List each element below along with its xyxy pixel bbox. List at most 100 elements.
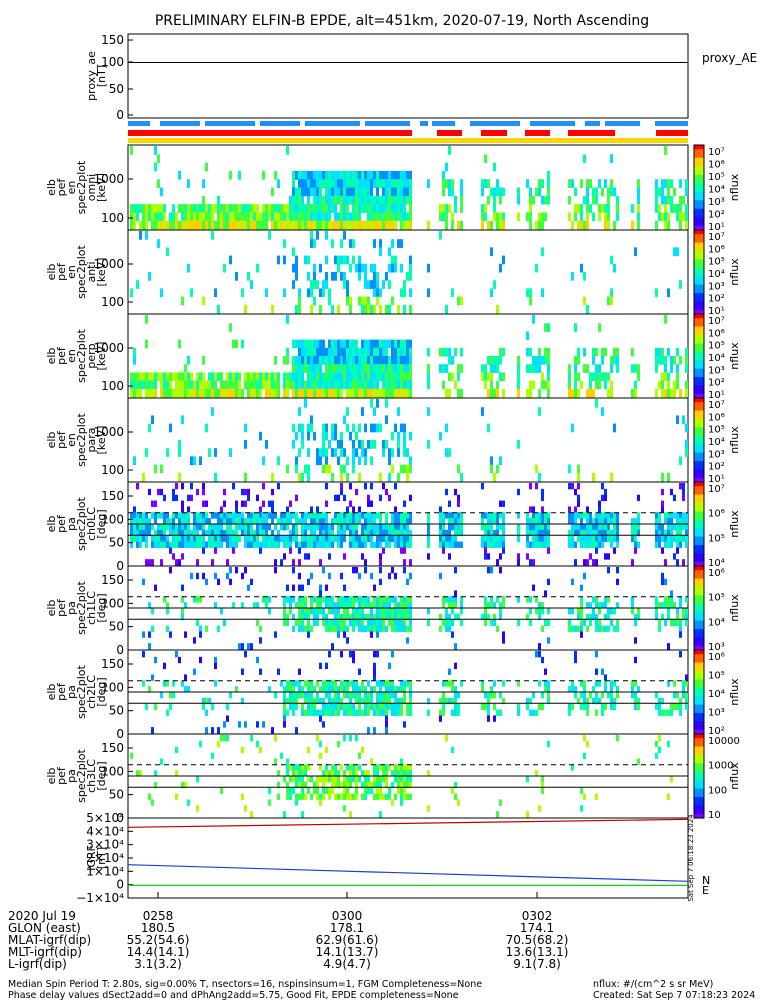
panel-ch1LC-cell — [613, 625, 616, 632]
panel-en_perp-cell — [346, 388, 349, 398]
panel-en_perp-cell — [289, 380, 292, 390]
panel-ch0LC-cell — [367, 512, 370, 519]
panel-en_anti-cell — [358, 255, 361, 265]
panel-en_omni-cell — [496, 212, 499, 222]
panel-en_omni-cell — [529, 187, 532, 197]
panel-en_para-cell — [388, 456, 391, 466]
panel-ch3LC-cell — [325, 770, 328, 777]
panel-ch0LC-cell — [427, 529, 430, 537]
panel-ch1LC-ytick-label: 150 — [101, 573, 124, 587]
panel-en_omni-cell — [337, 212, 340, 222]
panel-ch0LC-cell — [331, 524, 334, 531]
panel-en_anti-cell — [364, 304, 367, 314]
panel-ch0LC-cell — [682, 518, 685, 525]
panel-ch0LC-cell — [634, 547, 637, 554]
panel-en_omni-cell — [232, 204, 235, 213]
panel-ch0LC-cell — [133, 535, 136, 543]
panel-ch1LC-cell — [325, 619, 328, 627]
panel-ch0LC-cell — [394, 541, 397, 548]
panel-ch1LC-cell — [490, 602, 493, 609]
panel-ch1LC-cell — [214, 602, 217, 609]
panel-en_para-cell — [391, 448, 394, 457]
panel-en_omni-cell — [382, 212, 385, 222]
panel-en_omni-colorbar-step — [694, 208, 704, 212]
panel-ch0LC-cell — [484, 524, 487, 531]
panel-en_perp-cell — [658, 380, 661, 390]
panel-en_omni-cell — [244, 204, 247, 213]
panel-ch3LC-cell — [406, 764, 409, 771]
panel-en_para-cell — [331, 448, 334, 457]
panel-ch0LC-cell — [664, 529, 667, 537]
panel-en_anti-cell — [235, 272, 238, 281]
panel-en_omni-cell — [604, 204, 607, 213]
panel-en_omni-cell — [574, 204, 577, 213]
panel-ch2LC-cell — [394, 709, 397, 716]
panel-en_perp-cell — [340, 372, 343, 382]
panel-ch0LC-cell — [154, 541, 157, 548]
panel-ch1LC-cell — [343, 613, 346, 621]
panel-ch3LC-cell — [400, 764, 403, 771]
panel-en_perp-cell — [661, 356, 664, 365]
panel-en_omni-cell — [616, 195, 619, 205]
panel-en_omni-cell — [232, 212, 235, 222]
panel-ch2LC-cell — [151, 727, 154, 734]
panel-ch0LC-cell — [301, 518, 304, 525]
panel-ch2LC-cell — [598, 697, 601, 705]
panel-en_omni-cell — [352, 170, 355, 180]
panel-ch0LC-cell — [685, 512, 688, 519]
panel-ch0LC-cell — [181, 541, 184, 548]
panel-ch0LC-cell — [400, 529, 403, 537]
panel-ch1LC-cell — [460, 602, 463, 609]
panel-ch3LC-colorbar-tick: 10000 — [708, 736, 740, 747]
panel-en_anti-colorbar-step — [694, 282, 704, 286]
panel-en_anti-cell — [610, 288, 613, 298]
panel-en_omni-cell — [397, 195, 400, 205]
panel-ch1LC-cell — [358, 619, 361, 627]
panel-ch1LC-cell — [370, 625, 373, 632]
panel-ch2LC-cell — [301, 709, 304, 716]
panel-en_perp-cell — [676, 364, 679, 373]
panel-en_omni-cell — [319, 179, 322, 188]
panel-ch1LC-cell — [406, 637, 409, 644]
panel-ch1LC-cell — [616, 619, 619, 627]
panel-ch1LC-cell — [259, 625, 262, 632]
panel-en_omni-cell — [298, 195, 301, 205]
panel-en_perp-cell — [349, 388, 352, 398]
panel-en_perp-cell — [667, 372, 670, 382]
panel-ch1LC-cell — [409, 613, 412, 621]
panel-en_perp-cell — [667, 380, 670, 390]
panel-ch3LC-cell — [319, 793, 322, 800]
panel-en_omni-cell — [304, 170, 307, 180]
panel-ch3LC-colorbar-step — [694, 742, 704, 746]
panel-en_omni-colorbar-step — [694, 176, 704, 180]
panel-ch3LC-colorbar-step — [694, 778, 704, 781]
panel-ch0LC-cell — [280, 518, 283, 525]
footer-units: nflux: #/(cm^2 s sr MeV) — [593, 979, 713, 990]
panel-en_perp-cell — [247, 380, 250, 390]
panel-ch2LC-cell — [517, 703, 520, 711]
panel-en_omni-colorbar-step — [694, 225, 704, 229]
panel-ch2LC-cell — [289, 692, 292, 699]
panel-en_anti-cell — [244, 304, 247, 314]
panel-en_perp-cell — [238, 380, 241, 390]
panel-en_para-cell — [298, 423, 301, 433]
panel-ch2LC-cell — [355, 709, 358, 716]
panel-ch1LC-cell — [181, 608, 184, 615]
panel-en_para-cell — [685, 440, 688, 449]
panel-en_para-cell — [208, 448, 211, 457]
panel-ch0LC-cell — [211, 541, 214, 548]
panel-ch3LC-colorbar-step — [694, 740, 704, 743]
panel-en_perp-cell — [232, 372, 235, 382]
panel-ch1LC-cell — [655, 596, 658, 603]
panel-ch0LC-cell — [658, 529, 661, 537]
panel-ch0LC-cell — [535, 483, 538, 490]
panel-ch2LC-cell — [364, 697, 367, 705]
panel-ch0LC-cell — [292, 559, 295, 566]
panel-en_omni-cell — [571, 179, 574, 188]
panel-ch2LC-cell — [568, 703, 571, 711]
panel-ch0LC-cell — [337, 512, 340, 519]
panel-ch1LC-cell — [358, 613, 361, 621]
panel-en_omni-colorbar-tick: 10¹ — [708, 222, 725, 233]
panel-ch0LC-cell — [487, 524, 490, 531]
panel-en_omni-cell — [370, 170, 373, 180]
